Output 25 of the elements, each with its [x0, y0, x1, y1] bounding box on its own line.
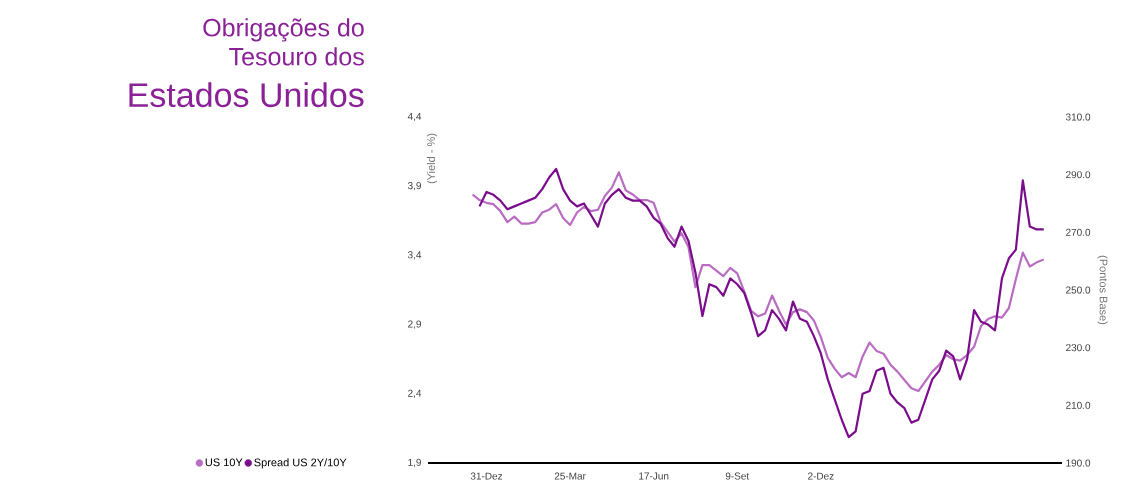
y-axis-title: (Yield - %) [426, 133, 438, 184]
y2-tick-label: 250.0 [1066, 286, 1091, 294]
y-tick-label: 4,4 [407, 112, 422, 122]
legend-label: US 10Y [205, 458, 243, 467]
y2-tick-label: 190.0 [1066, 459, 1091, 467]
chart-subtitle: Estados Unidos [129, 82, 364, 108]
x-tick-label: 17-Jun [639, 472, 669, 480]
legend-label: Spread US 2Y/10Y [254, 458, 347, 469]
y2-tick-label: 230.0 [1066, 344, 1091, 352]
y-tick-label: 2,9 [408, 320, 422, 329]
y2-tick-label: 290.0 [1066, 171, 1091, 179]
line-series [478, 167, 1045, 439]
y-tick-label: 3,9 [407, 182, 422, 191]
y-tick-label: 2,4 [408, 389, 422, 398]
x-tick-label: 2-Dez [808, 472, 834, 480]
x-tick-label: 9-Set [725, 472, 750, 480]
y-tick-label: 1,9 [408, 458, 422, 468]
y-tick-label: 3,4 [407, 251, 422, 260]
x-tick-label: 31-Dez [470, 472, 503, 480]
y2-tick-label: 270.0 [1066, 228, 1091, 236]
y2-axis-title: (Pontos Base) [1097, 255, 1108, 325]
y2-tick-label: 310.0 [1065, 113, 1091, 121]
chart-title: Obrigações do Tesouro dos [203, 18, 364, 66]
y2-tick-label: 210.0 [1066, 401, 1091, 409]
x-tick-label: 25-Mar [554, 472, 586, 480]
